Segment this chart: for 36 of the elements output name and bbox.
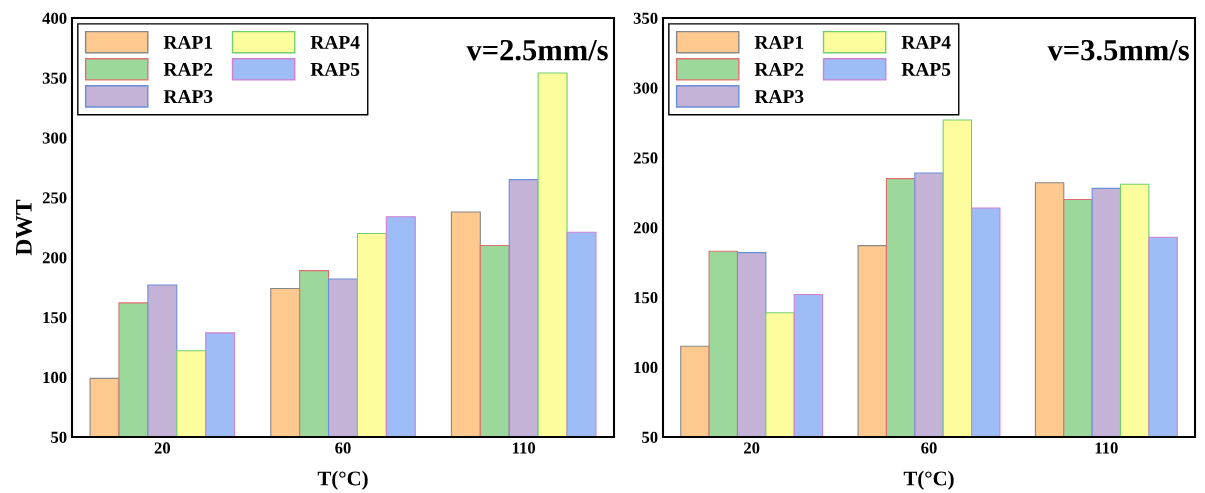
y-tick-label: 400 <box>42 12 67 24</box>
y-tick-label: 50 <box>51 431 67 443</box>
y-tick-label: 250 <box>633 152 658 164</box>
legend-label: RAP3 <box>754 90 804 104</box>
y-tick-label: 300 <box>633 82 658 94</box>
legend-label: RAP5 <box>310 62 360 76</box>
legend-label: RAP4 <box>901 35 951 49</box>
legend-label: RAP1 <box>754 35 804 49</box>
y-tick-label: 50 <box>642 431 658 443</box>
annotation: v=2.5mm/s <box>466 39 608 61</box>
y-tick-label: 100 <box>43 371 67 384</box>
y-axis-title: DWT <box>16 199 32 256</box>
y-tick-label: 200 <box>633 222 658 234</box>
legend-label: RAP2 <box>163 62 213 76</box>
legend-label: RAP3 <box>163 90 213 104</box>
x-tick-label: 60 <box>921 442 937 454</box>
y-tick-label: 250 <box>42 192 67 204</box>
x-tick-label: 60 <box>335 442 351 454</box>
y-tick-label: 200 <box>42 252 67 264</box>
legend-label: RAP1 <box>163 35 213 49</box>
x-tick-label: 110 <box>1095 442 1118 454</box>
legend-label: RAP4 <box>310 35 360 49</box>
y-tick-label: 150 <box>634 292 658 304</box>
x-tick-label: 110 <box>512 442 536 454</box>
annotation: v=3.5mm/s <box>1047 39 1189 61</box>
y-tick-label: 350 <box>633 12 658 24</box>
y-tick-label: 100 <box>634 361 658 374</box>
legend-label: RAP2 <box>754 62 804 76</box>
x-tick-label: 20 <box>744 442 760 454</box>
x-axis-title: T(°C) <box>903 470 954 490</box>
x-tick-label: 20 <box>154 442 171 454</box>
y-tick-label: 350 <box>42 72 67 84</box>
y-tick-label: 300 <box>42 132 67 144</box>
x-axis-title: T(°C) <box>317 470 368 490</box>
y-tick-label: 150 <box>43 311 67 324</box>
legend-label: RAP5 <box>901 62 951 76</box>
